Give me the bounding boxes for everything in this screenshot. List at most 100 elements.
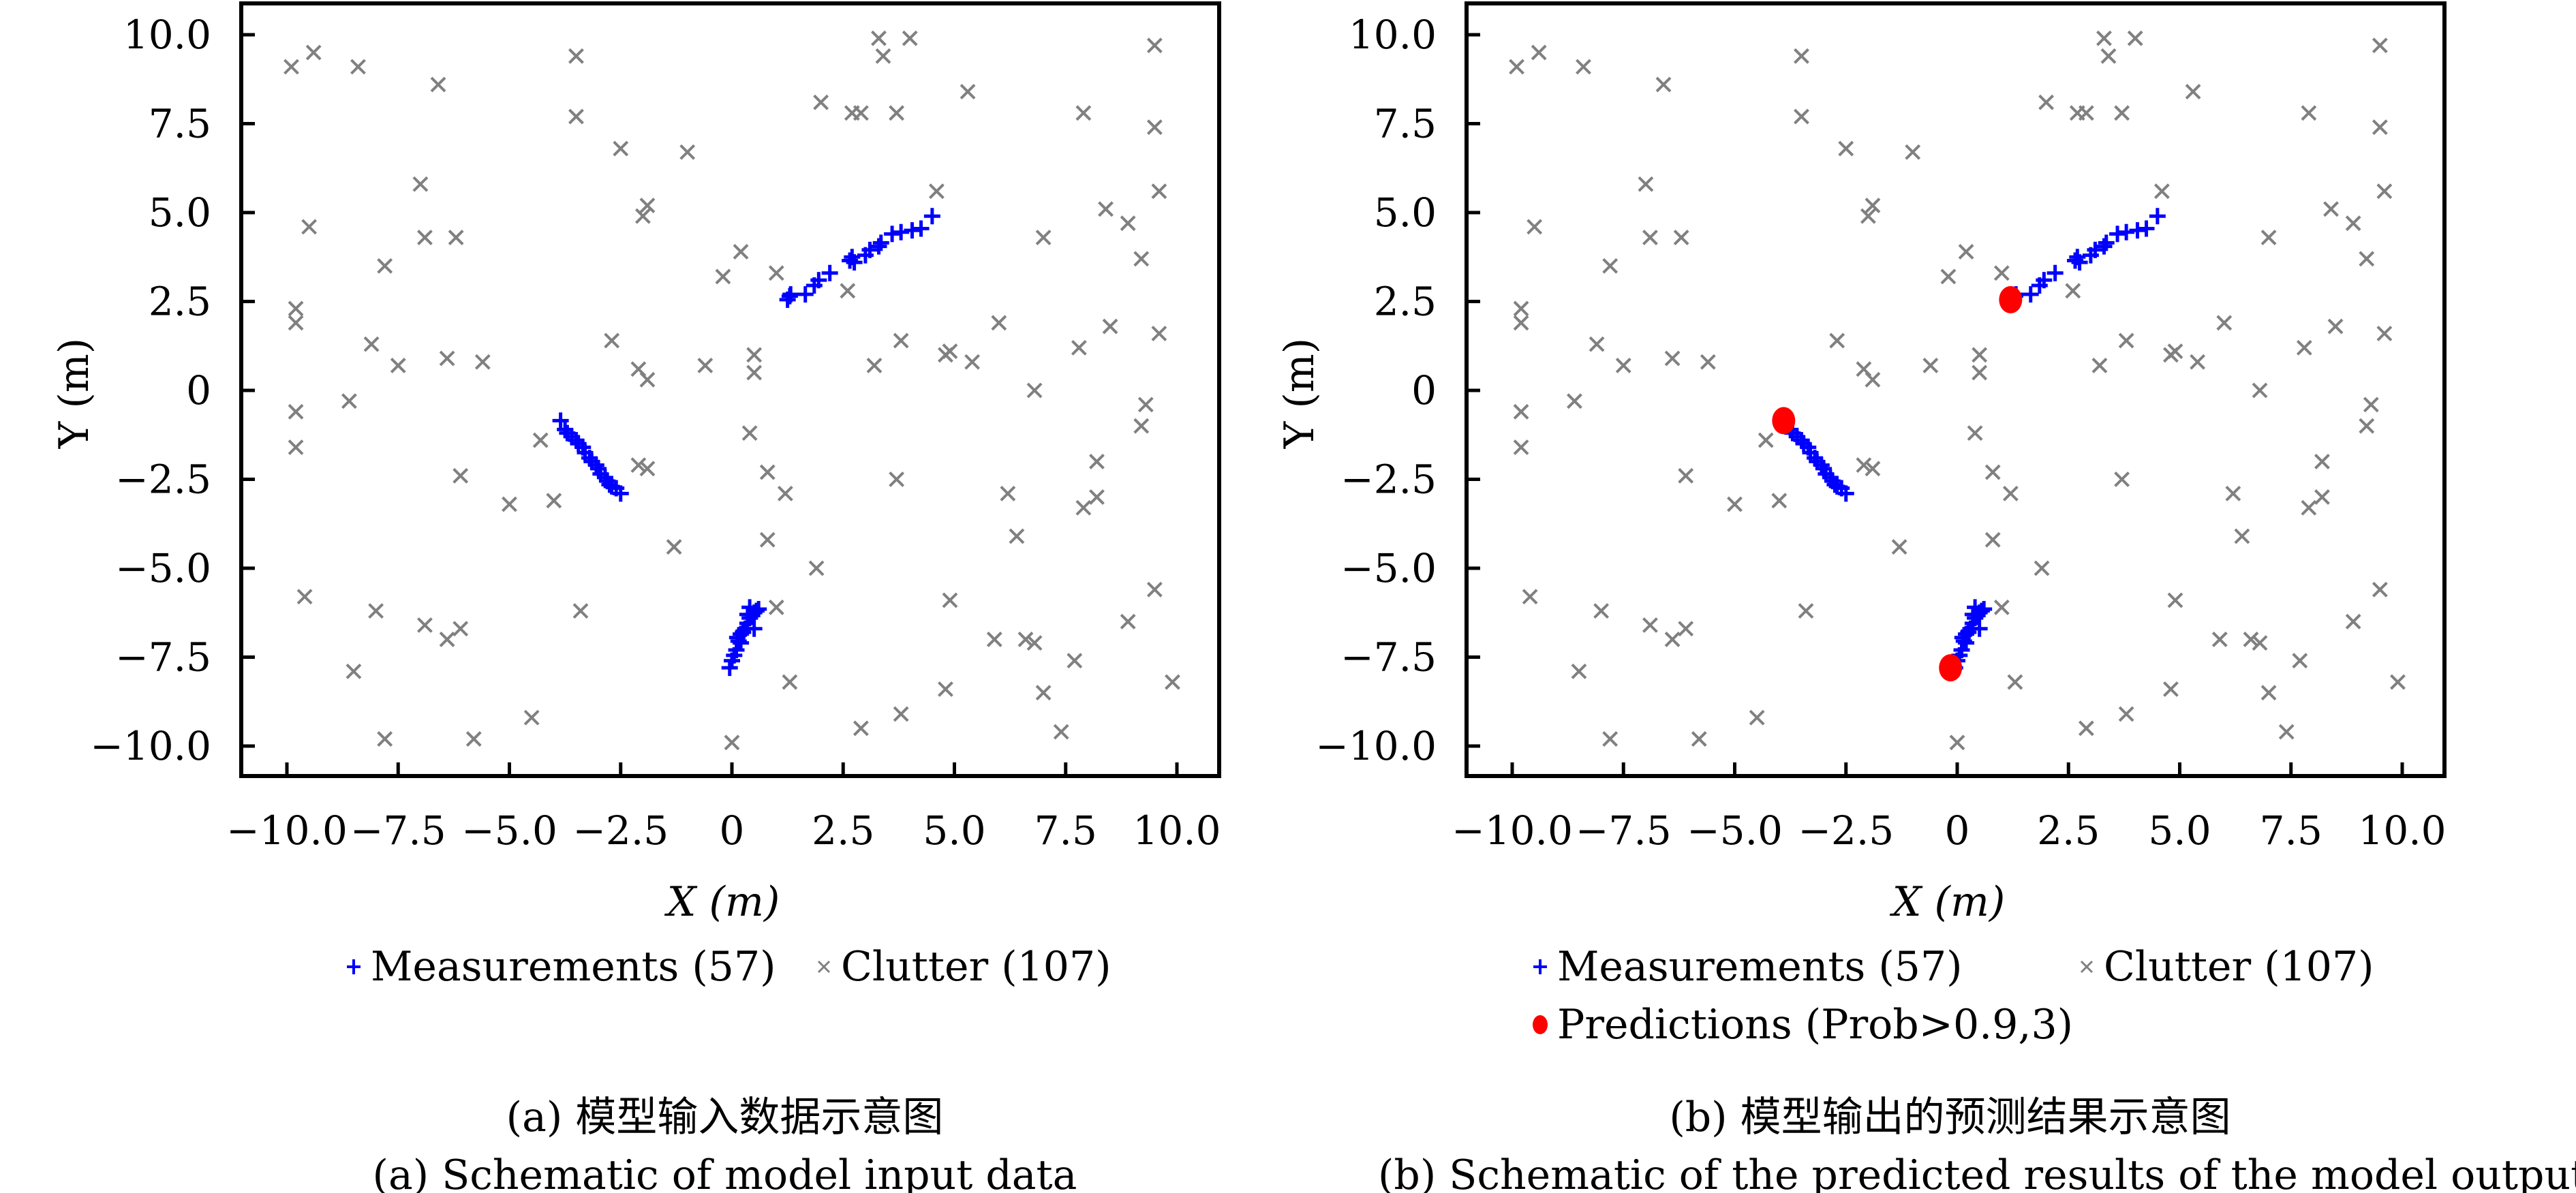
clutter-point-b [2252,382,2268,399]
clutter-point [1700,354,1716,370]
clutter-point-b [1137,397,1154,413]
clutter-point [1513,439,1529,455]
clutter-point [2376,183,2393,200]
clutter-point-b [1009,528,1025,544]
clutter-point [1075,105,1092,121]
measurement-point [1967,599,1984,616]
measurement-point [2129,222,2146,239]
measurement-point [861,241,878,258]
clutter-point [1089,453,1105,469]
clutter-point-b [1576,59,1591,75]
y-tick-label: 10.0 [1349,12,1437,58]
clutter-point [2153,183,2170,200]
clutter-point [759,531,776,548]
clutter-point-b [1664,350,1681,367]
clutter-point-b [741,425,758,441]
clutter-point [1567,393,1582,409]
clutter-point [1513,315,1529,331]
clutter-point [928,183,945,200]
clutter-point-b [1067,653,1083,669]
clutter-point-b [1571,663,1587,679]
measurement-point [782,286,799,303]
clutter-point-b [1691,731,1707,747]
clutter-point [439,350,455,367]
clutter-point [1026,382,1043,399]
clutter-point-b [1089,489,1105,506]
clutter-point [363,336,380,352]
clutter-point-b [942,592,958,608]
clutter-point [305,44,322,61]
clutter-point [1967,425,1983,441]
clutter-point [474,354,491,370]
clutter-point [991,315,1007,331]
clutter-point-b [938,681,953,697]
clutter-point [1133,418,1150,434]
measurement-point [612,485,629,502]
clutter-point-b [1098,201,1114,217]
predictions-series [1772,285,2023,682]
x-tick-label: 2.5 [2037,807,2100,854]
clutter-point [346,663,362,679]
measurement-point [913,220,930,237]
clutter-point [1691,731,1707,747]
clutter-point-b [1984,531,2001,548]
clutter-point-b [639,461,656,477]
clutter-point-b [1035,685,1052,701]
clutter-point-b [1993,265,2010,281]
clutter-point-b [991,315,1007,331]
clutter-point [1905,144,1921,160]
legend-item: Clutter (107) [817,943,1111,991]
clutter-point-b [759,531,776,548]
clutter-point-b [2211,631,2228,647]
clutter-point-b [502,496,517,512]
clutter-point-b [1527,219,1543,235]
clutter-point [1075,499,1092,516]
clutter-point-b [2114,105,2130,121]
clutter-point [1098,201,1114,217]
legend-item: Measurements (57) [1533,943,1963,991]
y-axis-title: Y (m) [50,338,98,449]
clutter-point [502,496,517,512]
clutter-point [1638,176,1654,192]
clutter-point [2163,681,2179,697]
clutter-point-b [853,720,869,737]
measurement-point [2087,241,2104,258]
clutter-point-b [2153,183,2170,200]
x-tick-label: −7.5 [1576,807,1672,854]
clutter-point-b [1075,499,1092,516]
prediction-point [1939,654,1963,682]
clutter-point [532,432,549,448]
clutter-point [2065,283,2081,299]
clutter-point-b [2372,119,2388,136]
clutter-point-b [1165,674,1180,690]
clutter-point-b [417,230,433,245]
clutter-point [697,358,714,373]
clutter-point [715,268,731,285]
clutter-point-b [639,371,656,388]
clutter-point-b [630,457,647,474]
clutter-point [1865,461,1881,477]
clutter-point [2007,674,2023,690]
clutter-series [283,30,1180,751]
clutter-point-b [572,603,589,619]
clutter-point-b [1905,144,1921,160]
measurement-point [2098,234,2115,251]
clutter-point-b [2078,720,2094,737]
clutter-point-b [2278,724,2295,740]
clutter-point-b [2243,631,2259,647]
clutter-point-b [733,244,749,260]
clutter-point-b [893,706,909,722]
clutter-point-b [568,48,584,64]
clutter-point-b [2167,592,2183,608]
y-tick-label: 5.0 [1374,189,1437,236]
clutter-point [866,358,883,373]
clutter-point-b [417,617,433,633]
clutter-point [546,493,562,509]
clutter-point [630,457,647,474]
clutter-point [853,105,869,121]
clutter-point-b [2376,183,2393,200]
clutter-point [1865,371,1881,388]
x-tick-label: 7.5 [1034,807,1097,854]
clutter-point [1615,358,1631,373]
clutter-point [1678,621,1694,637]
